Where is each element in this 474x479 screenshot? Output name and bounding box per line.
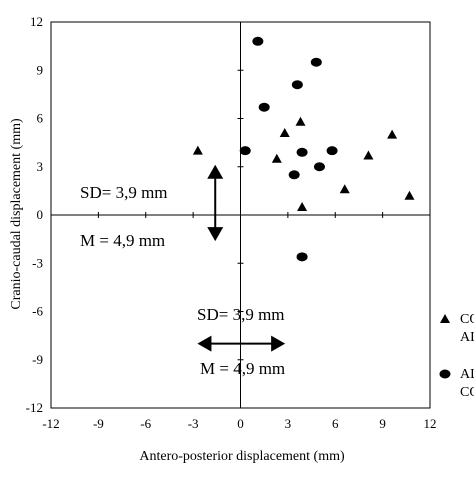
- x-tick-label: 6: [332, 416, 339, 431]
- x-tick-label: -12: [42, 416, 59, 431]
- triangle-point: [340, 184, 350, 193]
- triangle-point: [387, 130, 397, 139]
- x-tick-label: -9: [93, 416, 104, 431]
- legend-label: AL: [460, 367, 474, 382]
- circle-point: [259, 103, 270, 112]
- x-tick-label: 0: [237, 416, 244, 431]
- legend: CO AL AL CO: [440, 312, 474, 400]
- circle-point: [327, 146, 338, 155]
- x-tick-label: -3: [188, 416, 199, 431]
- y-tick-label: 0: [37, 207, 44, 222]
- y-tick-label: -12: [26, 400, 43, 415]
- y-tick-label: -3: [32, 255, 43, 270]
- y-tick-label: 3: [37, 159, 44, 174]
- circle-point: [292, 80, 303, 89]
- circle-point: [289, 170, 300, 179]
- sd-label-vertical: SD= 3,9 mm: [80, 183, 168, 202]
- circle-point: [297, 252, 308, 261]
- y-tick-label: 9: [37, 62, 44, 77]
- legend-triangle-icon: [440, 314, 450, 323]
- circle-point: [240, 146, 251, 155]
- triangle-point: [280, 128, 290, 137]
- y-tick-label: 6: [37, 111, 44, 126]
- circle-point: [314, 162, 325, 171]
- y-tick-label: -9: [32, 352, 43, 367]
- mean-label-horizontal: M = 4,9 mm: [200, 359, 285, 378]
- x-tick-label: 3: [285, 416, 292, 431]
- triangle-point: [297, 202, 307, 211]
- y-axis-title: Cranio-caudal displacement (mm): [9, 118, 24, 310]
- annotation-layer: SD= 3,9 mm M = 4,9 mm SD= 3,9 mm M = 4,9 mm…: [80, 167, 474, 400]
- triangle-point: [296, 117, 306, 126]
- x-axis-title: Antero-posterior displacement (mm): [139, 449, 345, 464]
- y-tick-label: -6: [32, 304, 43, 319]
- triangle-point: [363, 150, 373, 159]
- legend-label-line2: CO: [460, 385, 474, 400]
- circle-point: [297, 148, 308, 157]
- circle-point: [311, 58, 322, 67]
- x-tick-label: 9: [379, 416, 386, 431]
- x-tick-label: 12: [424, 416, 437, 431]
- triangle-point: [404, 191, 414, 200]
- triangle-point: [272, 154, 282, 163]
- circle-point: [252, 37, 263, 46]
- legend-circle-icon: [440, 370, 451, 379]
- legend-label-line2: AL: [460, 330, 474, 345]
- triangle-point: [193, 146, 203, 155]
- x-tick-label: -6: [140, 416, 151, 431]
- points-layer: [193, 37, 415, 262]
- y-tick-label: 12: [30, 14, 43, 29]
- mean-label-vertical: M = 4,9 mm: [80, 231, 165, 250]
- legend-label: CO: [460, 312, 474, 327]
- sd-label-horizontal: SD= 3,9 mm: [197, 305, 285, 324]
